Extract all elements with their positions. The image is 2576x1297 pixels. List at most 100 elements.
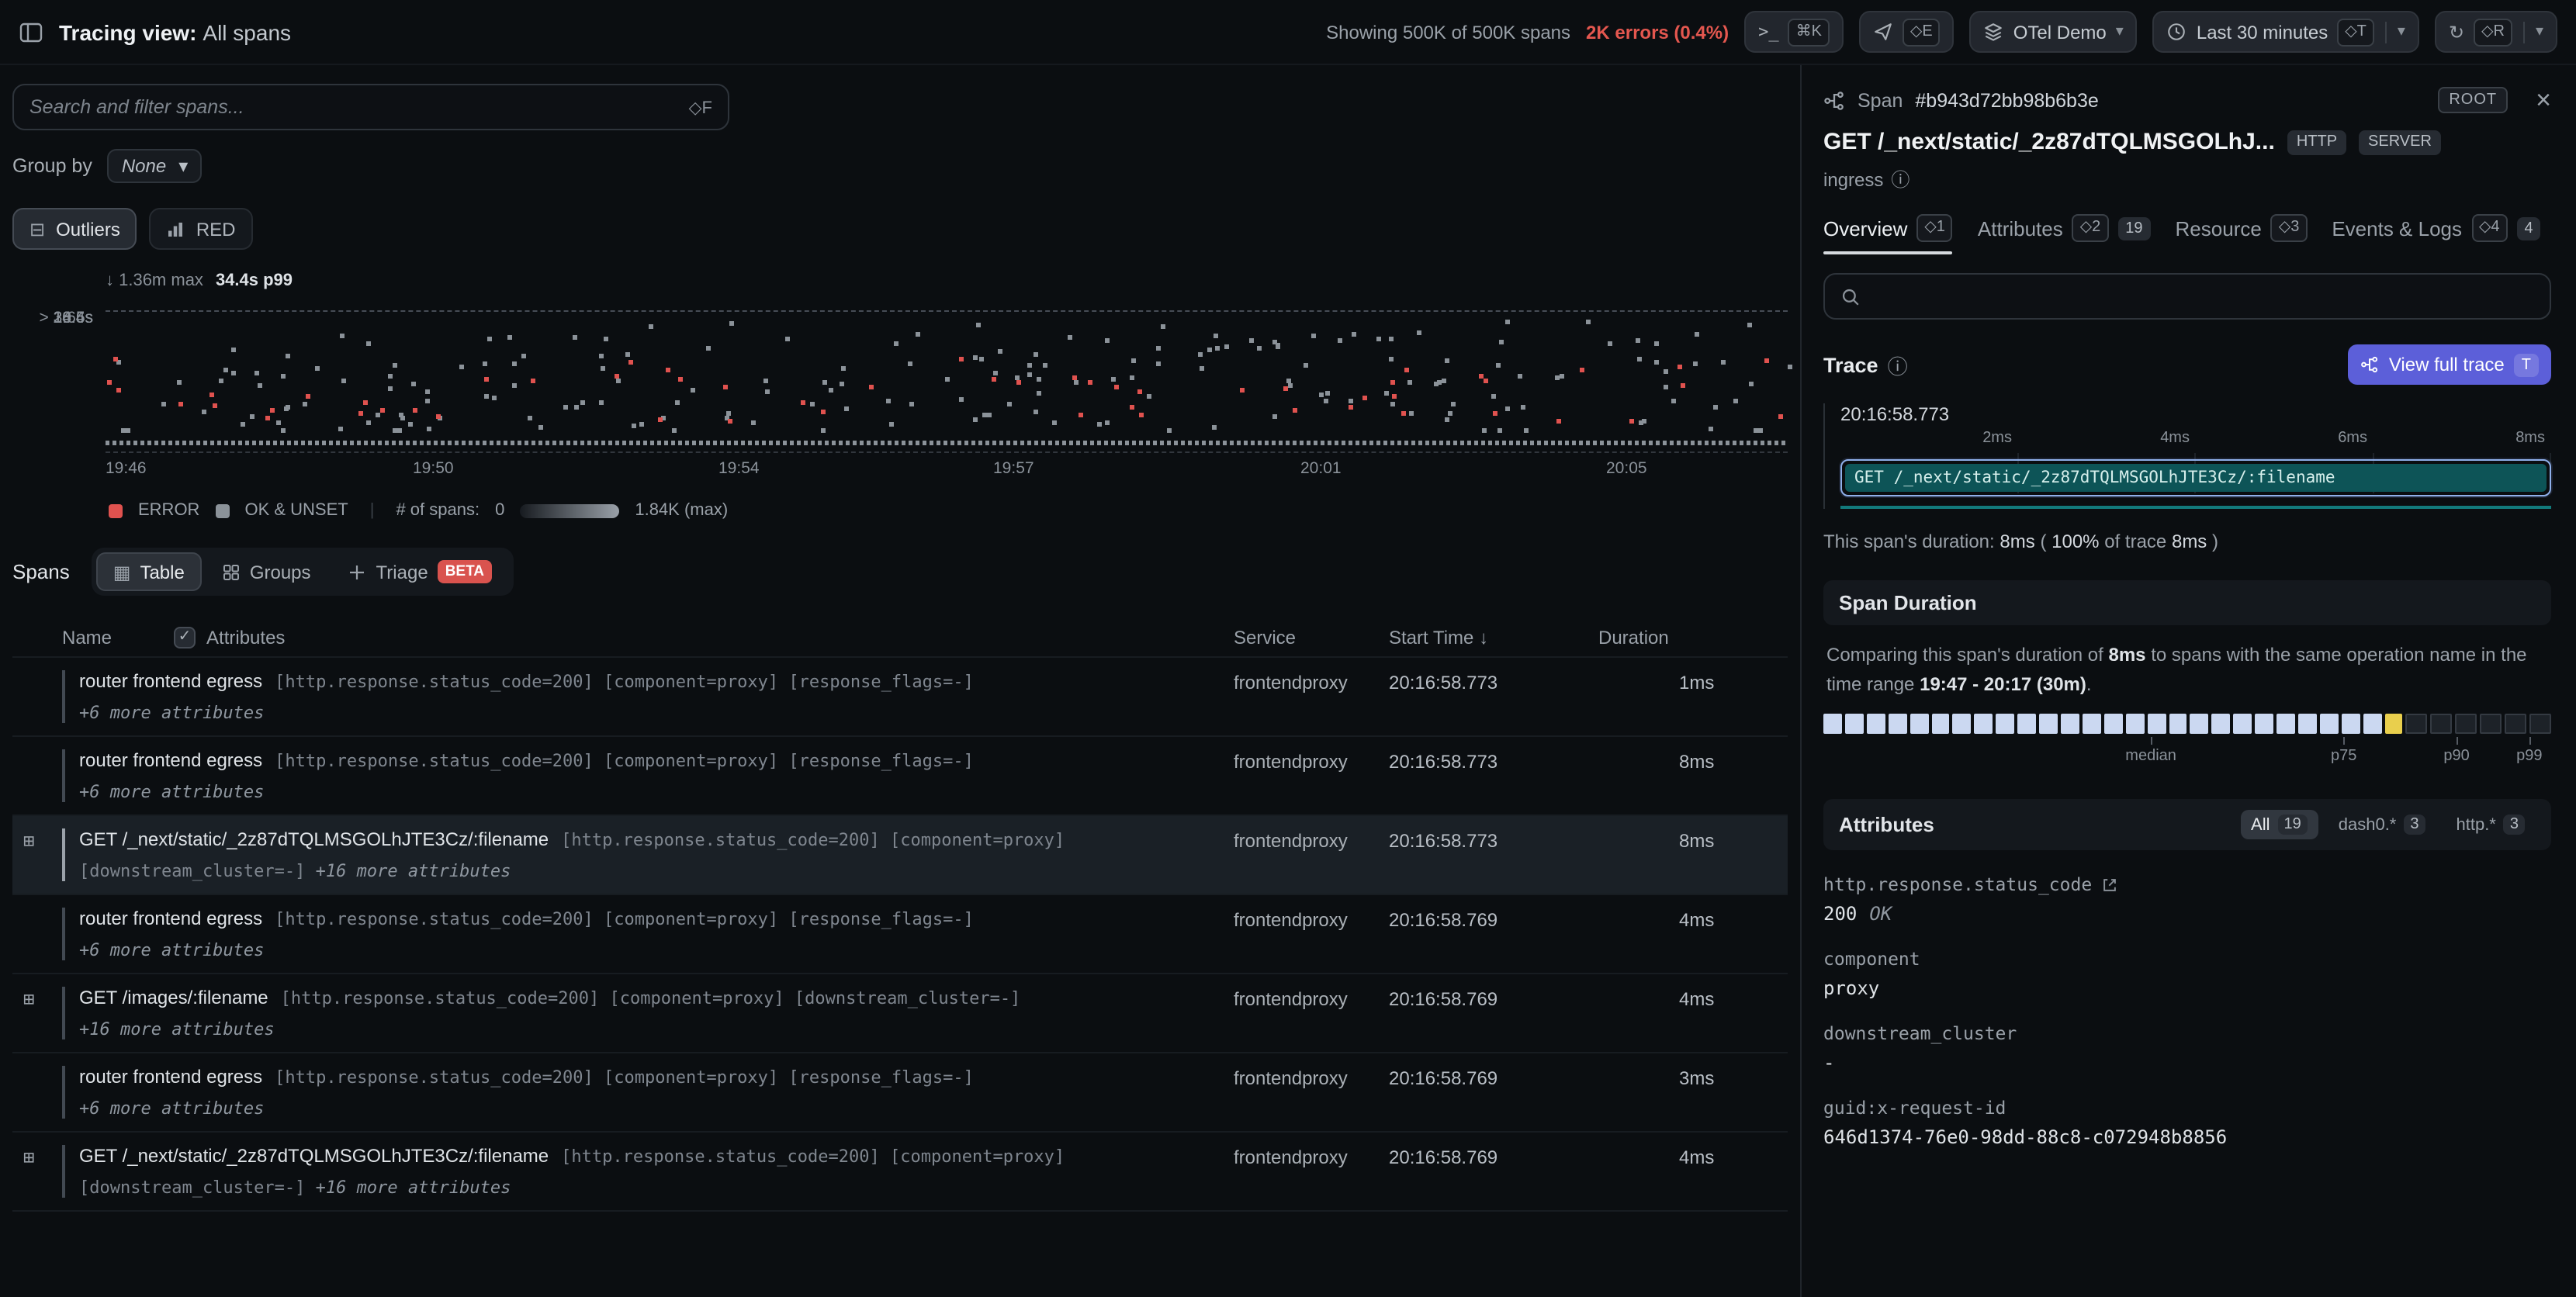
info-icon[interactable]: ⓘ	[1891, 166, 1909, 192]
expand-icon[interactable]: ⊞	[23, 1147, 34, 1168]
table-row[interactable]: ⊞ GET /images/:filename[http.response.sta…	[12, 974, 1788, 1053]
chevron-down-icon[interactable]: ▾	[2536, 23, 2543, 40]
x-axis-labels: 19:4619:5019:5419:5720:0120:05	[106, 459, 1788, 482]
scatter-point	[675, 400, 680, 405]
scatter-point	[1480, 373, 1484, 378]
filter-chip-http-[interactable]: http.*3	[2446, 810, 2536, 839]
col-service[interactable]: Service	[1234, 626, 1389, 648]
scatter-point	[1404, 367, 1409, 372]
more-attributes[interactable]: +6 more attributes	[79, 940, 264, 960]
filter-chip-All[interactable]: All19	[2240, 810, 2318, 839]
scatter-point	[723, 386, 728, 390]
tab-table[interactable]: ▦ Table	[96, 552, 202, 591]
scatter-point	[573, 334, 578, 339]
table-row[interactable]: router frontend egress[http.response.sta…	[12, 658, 1788, 737]
sidebar-toggle-icon[interactable]	[19, 19, 43, 44]
x-axis-tick: 19:57	[993, 459, 1034, 478]
expander-cell: ⊞	[12, 828, 62, 852]
percentile-tick	[2151, 737, 2152, 745]
span-name-line: GET /images/:filename[http.response.stat…	[79, 987, 1234, 1008]
chevron-down-icon[interactable]: ▾	[2398, 23, 2405, 40]
tab-events-logs[interactable]: Events & Logs◇44	[2332, 214, 2540, 254]
scatter-point	[1587, 320, 1591, 324]
tab-attributes[interactable]: Attributes◇219	[1978, 214, 2151, 254]
duration-histogram[interactable]	[1823, 714, 2551, 734]
expand-icon[interactable]: ⊞	[23, 830, 34, 852]
scatter-point	[1139, 412, 1144, 417]
view-full-trace-button[interactable]: View full trace T	[2349, 344, 2551, 385]
group-by-select[interactable]: None ▾	[108, 149, 202, 183]
more-attributes[interactable]: +16 more attributes	[316, 861, 511, 881]
more-attributes[interactable]: +6 more attributes	[79, 1098, 264, 1119]
external-link-icon[interactable]	[2101, 876, 2118, 893]
more-attributes[interactable]: +6 more attributes	[79, 782, 264, 802]
trace-section-title: Trace	[1823, 353, 1878, 376]
mini-trace-timeline: 20:16:58.773 2ms 4ms 6ms 8ms GET /_next/…	[1823, 403, 2551, 509]
view-mode-segmented-control: ▦ Table Groups	[92, 548, 514, 596]
tab-groups[interactable]: Groups	[205, 552, 328, 591]
page-title: Tracing view:All spans	[59, 19, 291, 44]
scatter-point	[909, 402, 914, 406]
explore-button[interactable]: ◇E	[1859, 11, 1955, 53]
tab-overview[interactable]: Overview◇1	[1823, 214, 1953, 254]
span-name-line: router frontend egress[http.response.sta…	[79, 908, 1234, 929]
table-row[interactable]: router frontend egress[http.response.sta…	[12, 737, 1788, 816]
expand-icon[interactable]: ⊞	[23, 988, 34, 1010]
scatter-point	[1747, 322, 1751, 327]
span-id: #b943d72bb98b6b3e	[1915, 89, 2098, 111]
scatter-plot-area[interactable]	[106, 298, 1788, 453]
span-more-line: +6 more attributes	[79, 1098, 1234, 1119]
scatter-point	[1156, 362, 1161, 367]
span-duration-description: Comparing this span's duration of 8ms to…	[1826, 641, 2548, 698]
more-attributes[interactable]: +16 more attributes	[316, 1178, 511, 1198]
selected-span-bar[interactable]: GET /_next/static/_2z87dTQLMSGOLhJTE3Cz/…	[1840, 459, 2551, 496]
search-input[interactable]: Search and filter spans... ◇F	[12, 84, 729, 130]
col-name[interactable]: Name	[62, 626, 112, 648]
span-more-line: +16 more attributes	[79, 1019, 1234, 1039]
span-name-cell: router frontend egress[http.response.sta…	[62, 670, 1234, 723]
col-duration[interactable]: Duration	[1598, 626, 1788, 648]
tab-triage[interactable]: Triage BETA	[331, 552, 509, 591]
duration-cell: 3ms	[1598, 1066, 1788, 1089]
detail-tabs: Overview◇1 Attributes◇219 Resource◇3 Events…	[1823, 214, 2551, 254]
outliers-toggle[interactable]: ⊟ Outliers	[12, 208, 137, 250]
table-row[interactable]: router frontend egress[http.response.sta…	[12, 895, 1788, 974]
col-attributes[interactable]: Attributes	[206, 626, 285, 648]
scatter-point	[1520, 405, 1525, 410]
scatter-point	[1555, 376, 1560, 381]
info-icon[interactable]: ⓘ	[1888, 350, 1908, 379]
red-metrics-toggle[interactable]: RED	[150, 208, 253, 250]
col-start-time[interactable]: Start Time ↓	[1389, 626, 1598, 648]
scatter-point	[512, 383, 517, 388]
table-row[interactable]: ⊞GET /_next/static/_2z87dTQLMSGOLhJTE3Cz…	[12, 1133, 1788, 1212]
command-palette-button[interactable]: >_ ⌘K	[1744, 11, 1844, 53]
close-icon[interactable]: ×	[2536, 87, 2551, 113]
more-attributes[interactable]: +16 more attributes	[79, 1019, 275, 1039]
detail-search-input[interactable]	[1823, 273, 2551, 320]
table-header: Name ✓ Attributes Service Start Time ↓ D…	[12, 617, 1788, 658]
dataset-selector[interactable]: OTel Demo ▾	[1970, 11, 2138, 53]
scatter-point	[829, 389, 833, 393]
refresh-button[interactable]: ↻ ◇R ▾	[2435, 11, 2557, 53]
filter-chip-dash0-[interactable]: dash0.*3	[2328, 810, 2436, 839]
attribute-key[interactable]: downstream_cluster	[1823, 1022, 2551, 1044]
scatter-point	[436, 413, 441, 418]
attribute-key[interactable]: http.response.status_code	[1823, 873, 2551, 895]
more-attributes[interactable]: +6 more attributes	[79, 703, 264, 723]
tab-resource[interactable]: Resource◇3	[2176, 214, 2308, 254]
attribute-key[interactable]: component	[1823, 948, 2551, 970]
attributes-checkbox[interactable]: ✓	[174, 626, 196, 648]
scatter-point	[286, 355, 290, 359]
table-row[interactable]: router frontend egress[http.response.sta…	[12, 1053, 1788, 1133]
scatter-point	[213, 404, 217, 409]
time-range-selector[interactable]: Last 30 minutes ◇T ▾	[2153, 11, 2419, 53]
histogram-cell	[2363, 714, 2381, 734]
error-count-status[interactable]: 2K errors (0.4%)	[1586, 21, 1729, 43]
duration-scatter-chart[interactable]: ↓ 1.36m max 34.4s p99 > 34.4s26.5s18.5s1…	[12, 272, 1788, 520]
scatter-point	[522, 354, 527, 358]
table-row[interactable]: ⊞GET /_next/static/_2z87dTQLMSGOLhJTE3Cz…	[12, 816, 1788, 895]
tab-label: Events & Logs	[2332, 216, 2462, 240]
scatter-point	[615, 374, 620, 379]
attribute-key[interactable]: guid:x-request-id	[1823, 1097, 2551, 1119]
scatter-point	[1211, 426, 1216, 431]
